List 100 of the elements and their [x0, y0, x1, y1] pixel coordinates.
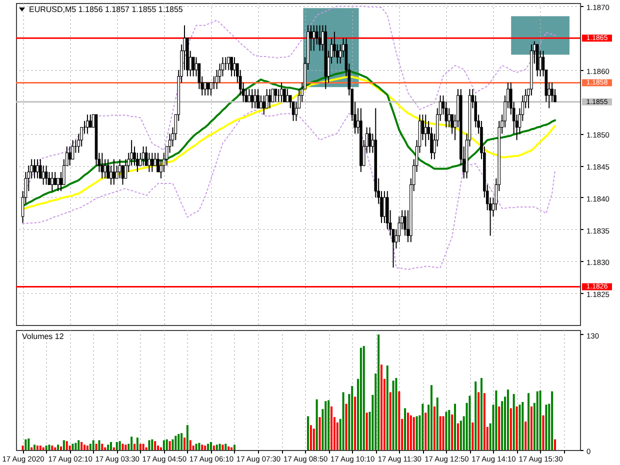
candlestick	[368, 126, 372, 154]
bar	[74, 442, 77, 450]
bar	[395, 378, 398, 450]
bar	[48, 444, 50, 450]
bar	[98, 440, 100, 450]
chart-title: Volumes 12	[22, 332, 64, 341]
candlestick	[274, 88, 278, 102]
bar	[516, 406, 518, 450]
bar	[101, 444, 104, 450]
candlestick	[56, 178, 60, 192]
bar	[312, 428, 315, 450]
bar	[186, 425, 188, 450]
candlestick	[383, 190, 386, 224]
bar	[445, 412, 448, 450]
bar	[42, 447, 44, 450]
bar	[474, 382, 477, 450]
bar	[345, 404, 348, 450]
bar	[210, 442, 212, 450]
candlestick	[224, 56, 228, 70]
bar	[506, 390, 509, 450]
bar	[78, 440, 80, 450]
candlestick	[142, 146, 145, 166]
bar	[148, 440, 150, 450]
bar	[92, 440, 94, 450]
bar	[512, 394, 515, 450]
candlestick	[318, 24, 322, 52]
bar	[324, 401, 327, 450]
bar	[307, 416, 309, 450]
bar	[454, 404, 456, 450]
candlestick	[110, 165, 112, 186]
bar	[545, 404, 548, 450]
bar	[472, 422, 474, 450]
bar	[178, 434, 180, 450]
candlestick	[33, 158, 36, 179]
bar	[398, 391, 400, 450]
bar	[142, 444, 144, 450]
bar	[72, 444, 74, 450]
candlestick	[86, 114, 89, 134]
candlestick	[68, 146, 72, 166]
candlestick	[50, 171, 54, 192]
bar	[422, 404, 424, 450]
chart-title: EURUSD,M5 1.1856 1.1857 1.1855 1.1855	[29, 5, 184, 14]
bar	[342, 392, 344, 450]
bar	[551, 391, 554, 450]
candlestick	[192, 56, 195, 77]
bar	[212, 446, 215, 450]
bar	[66, 441, 68, 450]
bar	[528, 393, 530, 450]
bar	[139, 444, 142, 450]
bar	[60, 446, 62, 450]
bar	[201, 444, 204, 450]
bar	[495, 390, 498, 450]
bar	[316, 399, 318, 450]
candlestick	[227, 56, 230, 70]
bar	[162, 440, 165, 450]
bar	[54, 447, 56, 450]
candlestick	[254, 88, 256, 109]
bar	[168, 441, 171, 450]
bar	[22, 446, 24, 450]
bar	[360, 348, 362, 450]
candlestick	[88, 114, 92, 128]
bar	[122, 444, 124, 450]
bar	[389, 392, 392, 450]
bar	[207, 444, 210, 450]
bar	[412, 417, 415, 450]
bar	[136, 438, 138, 450]
bar	[542, 415, 544, 450]
candlestick	[262, 94, 266, 116]
bar	[174, 436, 177, 450]
bar	[95, 444, 98, 450]
bar	[124, 444, 127, 450]
bar	[524, 422, 527, 450]
bar	[28, 438, 30, 450]
bar	[380, 364, 383, 450]
bar	[310, 425, 312, 450]
candlestick	[118, 158, 122, 179]
bar	[160, 447, 162, 450]
bar	[330, 406, 333, 450]
candlestick	[54, 171, 57, 186]
bar	[430, 385, 432, 450]
bar	[424, 412, 427, 450]
bar	[80, 442, 83, 450]
bar	[386, 366, 388, 450]
bar	[216, 444, 218, 450]
bar	[478, 392, 480, 450]
candlestick	[286, 88, 289, 102]
bar	[166, 439, 168, 450]
bar	[180, 433, 183, 450]
candlestick	[448, 108, 451, 128]
bar	[404, 408, 406, 450]
bar	[151, 439, 154, 450]
bar	[416, 416, 418, 450]
bar	[436, 398, 438, 450]
candlestick	[204, 82, 206, 96]
bar	[554, 439, 556, 450]
bar	[483, 393, 486, 450]
bar	[536, 391, 538, 450]
bar	[498, 406, 500, 450]
candlestick	[230, 56, 233, 77]
bar	[104, 447, 106, 450]
